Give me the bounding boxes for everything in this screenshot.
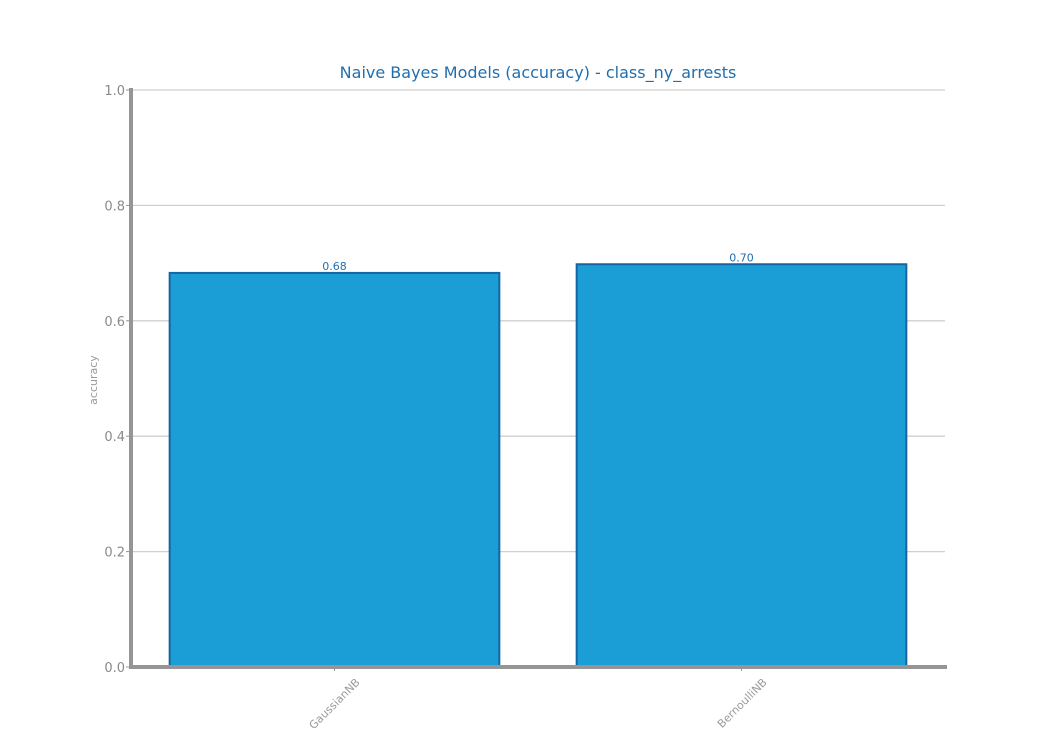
y-tick-label-0: 0.0 bbox=[104, 661, 125, 676]
bar-value-label-GaussianNB: 0.68 bbox=[322, 260, 347, 273]
axes bbox=[126, 88, 947, 671]
y-axis-label: accuracy bbox=[87, 355, 100, 405]
bar-GaussianNB bbox=[168, 271, 501, 668]
y-tick-label-2: 0.4 bbox=[104, 430, 125, 445]
y-tick-label-1: 0.2 bbox=[104, 546, 125, 561]
y-tick-label-4: 0.8 bbox=[104, 199, 125, 214]
y-tick-label-5: 1.0 bbox=[104, 84, 125, 99]
x-tick-label-BernoulliNB: BernoulliNB bbox=[715, 676, 770, 731]
chart-title: Naive Bayes Models (accuracy) - class_ny… bbox=[340, 63, 737, 83]
y-tick-label-3: 0.6 bbox=[104, 315, 125, 330]
bar-value-label-BernoulliNB: 0.70 bbox=[729, 251, 754, 264]
bars bbox=[168, 263, 908, 668]
bar-BernoulliNB bbox=[575, 263, 908, 668]
x-tick-label-GaussianNB: GaussianNB bbox=[307, 676, 363, 732]
